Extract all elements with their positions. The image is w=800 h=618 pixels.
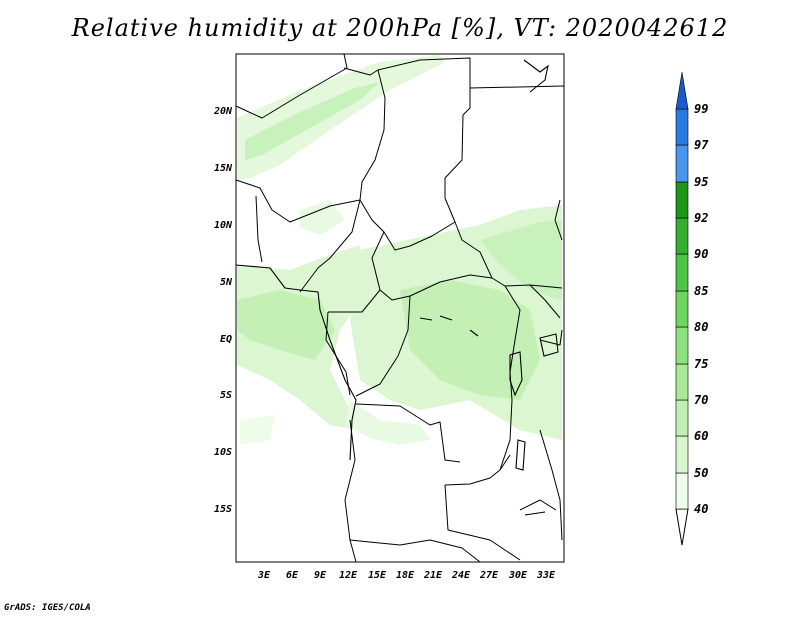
border-congo-drc <box>355 295 411 397</box>
border-zimbabwe <box>519 499 557 511</box>
humidity-central-core <box>400 280 540 400</box>
colorbar-label-50: 50 <box>694 466 708 480</box>
border-chad-car <box>431 221 456 237</box>
lat-label-5n: 5N <box>220 277 233 288</box>
colorbar-label-70: 70 <box>694 393 708 407</box>
longitude-labels: 3E 6E 9E 12E 15E 18E 21E 24E 27E 30E 33E <box>257 570 556 581</box>
humidity-patch-a <box>300 200 345 235</box>
lat-label-20n: 20N <box>213 106 233 117</box>
map-title: Relative humidity at 200hPa [%], VT: 202… <box>71 14 729 42</box>
lon-label-21e: 21E <box>423 570 443 581</box>
country-borders <box>235 53 565 563</box>
border-car <box>371 231 493 301</box>
lake-tanganyika <box>509 351 523 397</box>
colorbar-swatch-85-90 <box>675 253 689 292</box>
humidity-band-nw-core <box>245 82 380 160</box>
border-niger-nigeria <box>235 179 361 223</box>
lon-label-33e: 33E <box>536 570 556 581</box>
map-panel: 20N 15N 10N 5N EQ 5S 10S 15S 3E 6E 9E 12… <box>213 53 565 581</box>
colorbar-label-85: 85 <box>694 284 708 298</box>
lake-malawi <box>515 439 526 471</box>
border-ethiopia <box>554 199 563 241</box>
border-egypt-sudan <box>469 85 565 89</box>
lon-label-30e: 30E <box>508 570 528 581</box>
coastline-red-sea <box>523 59 549 93</box>
lat-label-15n: 15N <box>214 163 233 174</box>
humidity-south-tongue <box>345 400 430 445</box>
border-angola-west <box>344 419 357 563</box>
lat-label-5s: 5S <box>220 390 232 401</box>
coastline-west <box>235 264 357 461</box>
colorbar-label-40: 40 <box>694 502 708 516</box>
lon-label-6e: 6E <box>286 570 299 581</box>
colorbar-label-60: 60 <box>694 429 708 443</box>
colorbar-label-97: 97 <box>694 138 709 152</box>
humidity-patch-b <box>240 415 275 445</box>
colorbar-label-95: 95 <box>694 175 708 189</box>
border-zambia <box>444 454 511 486</box>
lat-label-15s: 15S <box>214 504 232 515</box>
border-kenya <box>539 329 563 346</box>
border-angola-north <box>355 403 461 463</box>
humidity-west-core <box>237 290 335 360</box>
colorbar-swatch-70-75 <box>675 363 689 401</box>
credit-text: GrADS: IGES/COLA <box>4 603 91 613</box>
border-tanzania-moz <box>539 429 563 541</box>
colorbar-swatch-60-70 <box>675 399 689 437</box>
lon-label-12e: 12E <box>339 570 358 581</box>
colorbar-label-99: 99 <box>694 102 708 116</box>
border-uganda <box>529 284 561 319</box>
border-nigeria-cameroon <box>299 199 361 293</box>
lon-label-9e: 9E <box>314 570 327 581</box>
colorbar-label-92: 92 <box>694 211 708 225</box>
colorbar-swatch-80-85 <box>675 290 689 328</box>
lon-label-15e: 15E <box>368 570 387 581</box>
lake-victoria <box>539 333 559 357</box>
border-cameroon-congo <box>328 289 381 313</box>
border-namibia <box>349 539 481 563</box>
lat-label-10s: 10S <box>214 447 232 458</box>
colorbar-swatch-90-92 <box>675 217 689 255</box>
colorbar-swatch-50-60 <box>675 435 689 474</box>
colorbar-label-90: 90 <box>694 247 708 261</box>
border-libya-egypt <box>377 57 471 116</box>
lon-label-24e: 24E <box>451 570 471 581</box>
lat-label-eq: EQ <box>220 334 232 345</box>
border-sudan <box>444 114 563 289</box>
border-benin <box>255 195 263 263</box>
colorbar-swatch-95-97 <box>675 144 689 183</box>
latitude-labels: 20N 15N 10N 5N EQ 5S 10S 15S <box>213 106 233 515</box>
lon-label-27e: 27E <box>479 570 499 581</box>
colorbar-arrow-high <box>675 71 689 110</box>
colorbar-swatch-40-50 <box>675 472 689 510</box>
lat-label-10n: 10N <box>214 220 233 231</box>
colorbar-label-80: 80 <box>694 320 708 334</box>
river-congo <box>419 315 479 337</box>
lake-kariba <box>524 511 546 516</box>
colorbar-swatch-97-99 <box>675 108 689 146</box>
colorbar-arrow-low <box>675 508 689 546</box>
colorbar-swatch-75-80 <box>675 326 689 365</box>
colorbar-swatch-92-95 <box>675 181 689 219</box>
colorbar: 40 50 60 70 75 80 85 90 92 95 97 99 <box>675 71 709 546</box>
lon-label-3e: 3E <box>257 570 271 581</box>
humidity-band-nw <box>237 55 445 180</box>
border-zambia-south <box>444 484 521 561</box>
colorbar-label-75: 75 <box>694 357 708 371</box>
humidity-shading <box>237 55 562 445</box>
lon-label-18e: 18E <box>396 570 415 581</box>
border-north-west <box>235 53 348 119</box>
humidity-east-north <box>480 220 562 300</box>
